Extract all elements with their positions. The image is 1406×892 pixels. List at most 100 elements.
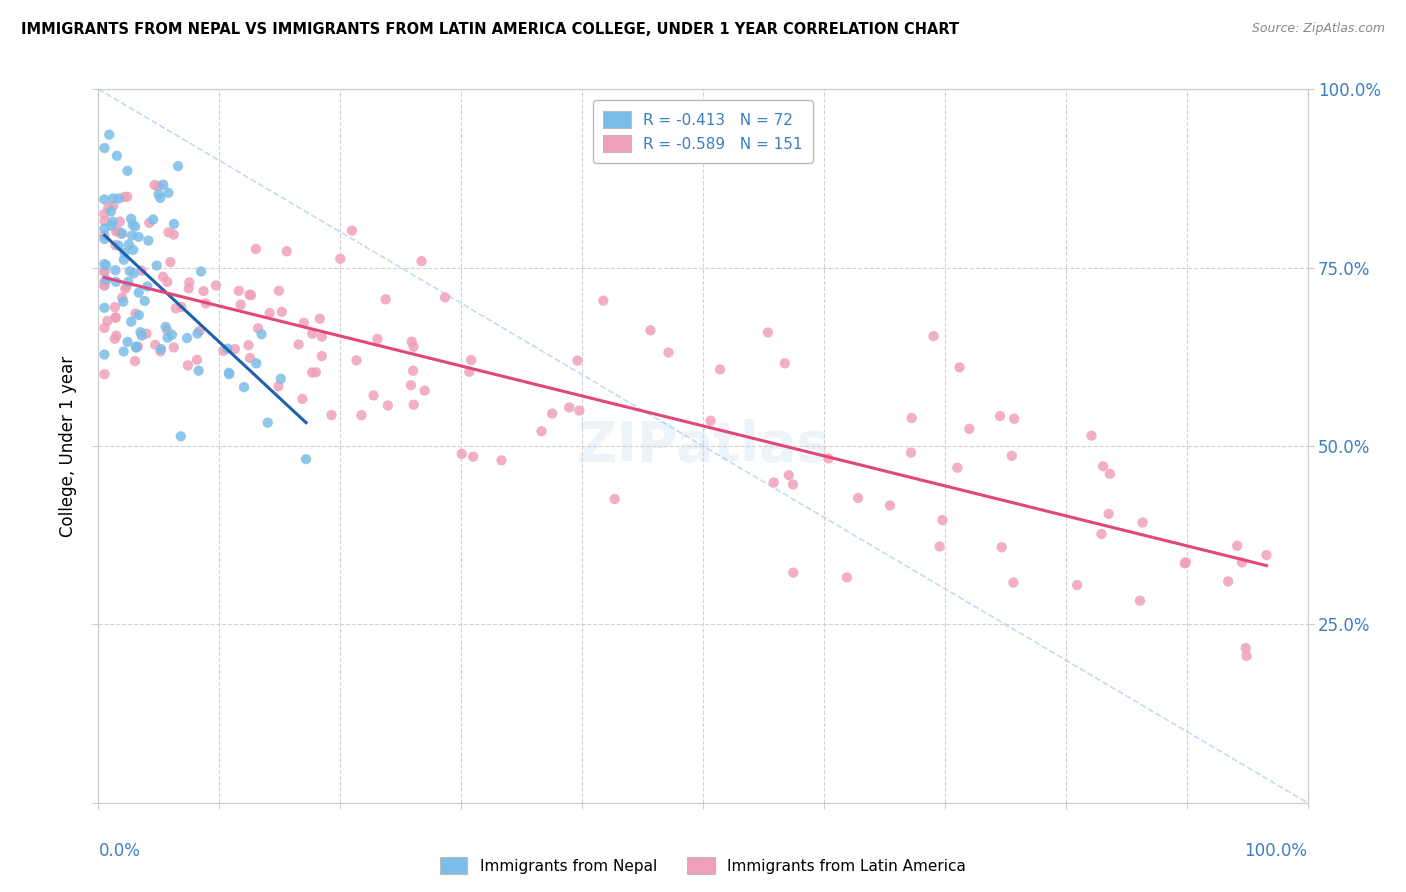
- Point: [118, 237, 141, 252]
- Point: [94, 258, 117, 272]
- Point: [129, 325, 152, 339]
- Point: [491, 453, 513, 467]
- Point: [879, 499, 901, 513]
- Point: [1236, 648, 1258, 663]
- Text: Source: ZipAtlas.com: Source: ZipAtlas.com: [1251, 22, 1385, 36]
- Point: [93, 265, 115, 279]
- Point: [93, 257, 115, 271]
- Point: [846, 491, 869, 505]
- Point: [159, 255, 181, 269]
- Point: [194, 296, 217, 310]
- Point: [193, 284, 215, 298]
- Point: [107, 224, 129, 238]
- Point: [835, 570, 858, 584]
- Point: [1132, 516, 1154, 530]
- Point: [301, 366, 323, 380]
- Point: [190, 264, 212, 278]
- Point: [238, 338, 260, 352]
- Point: [374, 293, 396, 307]
- Point: [93, 228, 115, 243]
- Point: [340, 224, 363, 238]
- Point: [114, 245, 136, 260]
- Point: [377, 399, 399, 413]
- Point: [458, 365, 481, 379]
- Point: [946, 460, 969, 475]
- Point: [128, 230, 150, 244]
- Point: [238, 287, 260, 301]
- Point: [93, 367, 115, 381]
- Point: [104, 310, 127, 325]
- Point: [1002, 575, 1025, 590]
- Legend: R = -0.413   N = 72, R = -0.589   N = 151: R = -0.413 N = 72, R = -0.589 N = 151: [593, 101, 813, 162]
- Point: [228, 284, 250, 298]
- Point: [709, 362, 731, 376]
- Point: [773, 356, 796, 370]
- Point: [170, 429, 193, 443]
- Point: [107, 238, 129, 252]
- Point: [287, 337, 309, 351]
- Point: [101, 214, 124, 228]
- Point: [122, 243, 145, 257]
- Point: [1174, 557, 1197, 571]
- Point: [93, 263, 115, 277]
- Legend: Immigrants from Nepal, Immigrants from Latin America: Immigrants from Nepal, Immigrants from L…: [434, 851, 972, 880]
- Point: [156, 331, 179, 345]
- Point: [163, 217, 186, 231]
- Point: [125, 341, 148, 355]
- Point: [270, 372, 292, 386]
- Point: [1129, 593, 1152, 607]
- Point: [105, 275, 128, 289]
- Point: [1090, 527, 1112, 541]
- Point: [121, 228, 143, 243]
- Point: [433, 290, 456, 304]
- Point: [127, 339, 149, 353]
- Point: [100, 204, 122, 219]
- Point: [103, 198, 125, 212]
- Point: [138, 234, 160, 248]
- Point: [136, 279, 159, 293]
- Point: [131, 263, 153, 277]
- Point: [311, 349, 333, 363]
- Point: [114, 282, 136, 296]
- Point: [100, 219, 122, 233]
- Point: [131, 328, 153, 343]
- Point: [218, 367, 240, 381]
- Point: [105, 328, 128, 343]
- Point: [104, 238, 127, 252]
- Point: [762, 475, 785, 490]
- Point: [186, 352, 208, 367]
- Point: [156, 275, 179, 289]
- Point: [186, 326, 208, 341]
- Point: [217, 342, 239, 356]
- Point: [104, 310, 127, 325]
- Point: [291, 392, 314, 406]
- Point: [143, 337, 166, 351]
- Point: [270, 305, 292, 319]
- Point: [93, 141, 115, 155]
- Point: [224, 342, 246, 356]
- Point: [900, 411, 922, 425]
- Point: [1234, 641, 1257, 656]
- Point: [177, 281, 200, 295]
- Point: [152, 178, 174, 192]
- Point: [463, 450, 485, 464]
- Point: [329, 252, 352, 266]
- Point: [143, 178, 166, 192]
- Point: [122, 267, 145, 281]
- Point: [93, 278, 115, 293]
- Point: [188, 324, 211, 338]
- Point: [1080, 428, 1102, 442]
- Point: [104, 332, 127, 346]
- Text: ZIPatlas: ZIPatlas: [576, 419, 830, 473]
- Point: [568, 403, 591, 417]
- Point: [149, 191, 172, 205]
- Point: [640, 323, 662, 337]
- Point: [149, 344, 172, 359]
- Point: [98, 128, 121, 142]
- Point: [401, 334, 423, 349]
- Point: [124, 306, 146, 320]
- Point: [931, 513, 953, 527]
- Point: [603, 491, 626, 506]
- Point: [93, 278, 115, 293]
- Point: [922, 329, 945, 343]
